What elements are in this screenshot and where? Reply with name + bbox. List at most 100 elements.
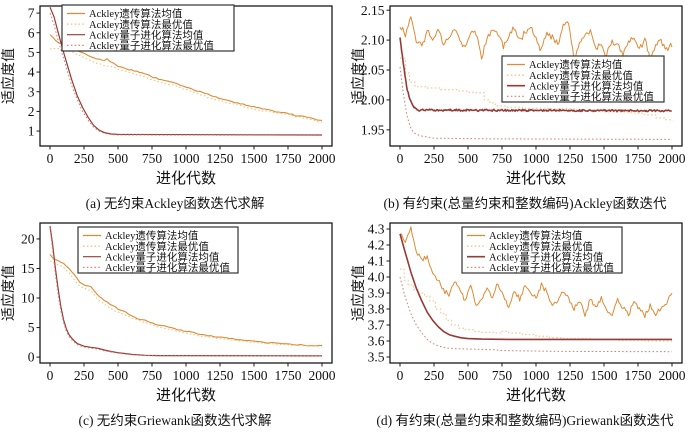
x-tick-label: 500 (108, 368, 129, 383)
series-qea_mean-line (399, 233, 672, 341)
y-tick-label: 4 (28, 65, 35, 80)
plot-b: 1.95 2.00 2.05 2.10 2.15 0 250 500 750 1000 1250 15… (350, 0, 700, 194)
legend-label: Ackley遗传算法最优值 (529, 69, 633, 82)
x-tick-label: 1500 (591, 151, 618, 166)
plot-c: 0 5 10 15 20 0 250 500 750 1000 1250 1500 1750 2000 进化… (0, 217, 350, 411)
x-tick-label: 0 (47, 368, 54, 383)
series-qea_mean-line (49, 225, 323, 357)
plot-svg-1: 1.95 2.00 2.05 2.10 2.15 0 250 500 750 1000 1250 15… (350, 3, 686, 187)
y-tick-label: 4.1 (368, 254, 385, 269)
y-axis-title: 适应度值 (350, 265, 367, 321)
x-tick-label: 1250 (557, 151, 584, 166)
x-tick-label: 750 (142, 151, 163, 166)
x-tick-label: 1000 (173, 151, 200, 166)
plot-d: 3.5 3.6 3.7 3.8 3.9 4.0 4.1 4.2 4.3 0 250 500 750 100… (350, 217, 700, 411)
y-tick-label: 6 (28, 25, 35, 40)
x-tick-label: 1250 (207, 368, 234, 383)
y-tick-label: 2.00 (361, 93, 385, 108)
x-tick-label: 0 (397, 151, 404, 166)
x-tick-label: 750 (142, 368, 163, 383)
y-tick-label: 2.15 (361, 3, 385, 18)
x-axis-ticks: 0 250 500 750 1000 1250 1500 1750 2000 (47, 146, 336, 166)
y-axis-title: 适应度值 (350, 48, 367, 104)
y-tick-label: 4.3 (368, 222, 385, 237)
legend-label: Ackley量子进化算法均值 (89, 28, 204, 41)
x-tick-label: 1750 (625, 368, 652, 383)
legend-label: Ackley量子进化算法最优值 (529, 90, 654, 103)
x-tick-label: 2000 (659, 151, 686, 166)
plot-svg-0: 1 2 3 4 5 6 7 0 250 500 750 1000 1250 1500 1750 2000 进化代… (0, 4, 336, 187)
series-ga_best-line (400, 268, 673, 342)
x-tick-label: 250 (424, 368, 445, 383)
x-tick-label: 500 (108, 151, 129, 166)
x-tick-label: 1000 (173, 368, 200, 383)
y-tick-label: 4.2 (368, 238, 385, 253)
x-axis-title: 进化代数 (156, 387, 216, 404)
x-tick-label: 1000 (523, 151, 550, 166)
legend-box: Ackley遗传算法均值Ackley遗传算法最优值Ackley量子进化算法均值A… (77, 226, 239, 274)
x-tick-label: 1500 (241, 151, 268, 166)
x-tick-label: 1500 (241, 368, 268, 383)
caption-c: (c) 无约束Griewank函数迭代求解 (78, 413, 272, 428)
x-tick-label: 250 (74, 151, 95, 166)
legend-label: Ackley遗传算法最优值 (105, 240, 209, 253)
series-qea_mean-line (49, 6, 323, 136)
x-axis-ticks: 0 250 500 750 1000 1250 1500 1750 2000 (397, 146, 686, 166)
legend-label: Ackley量子进化算法均值 (105, 250, 220, 263)
x-tick-label: 1750 (625, 151, 652, 166)
legend-box: Ackley遗传算法均值Ackley遗传算法最优值Ackley量子进化算法均值A… (461, 226, 623, 274)
y-tick-label: 3 (28, 84, 35, 99)
x-axis-ticks: 0 250 500 750 1000 1250 1500 1750 2000 (397, 363, 686, 383)
caption-b: (b) 有约束(总量约束和整数编码)Ackley函数迭代 (383, 196, 667, 211)
caption-d: (d) 有约束(总量约束和整数编码)Griewank函数迭代 (376, 413, 674, 428)
x-tick-label: 1750 (275, 151, 302, 166)
plot-svg-2: 0 5 10 15 20 0 250 500 750 1000 1250 1500 1750 2000 进化… (0, 222, 336, 404)
y-tick-label: 5 (28, 45, 35, 60)
y-tick-label: 3.5 (368, 350, 385, 365)
legend-frame (501, 55, 665, 103)
chart-panel-d: 3.5 3.6 3.7 3.8 3.9 4.0 4.1 4.2 4.3 0 250 500 750 100… (350, 217, 700, 434)
legend-label: Ackley遗传算法均值 (89, 7, 183, 20)
x-tick-label: 250 (424, 151, 445, 166)
x-tick-label: 1750 (275, 368, 302, 383)
series-ga_mean-line (399, 16, 673, 64)
legend-box: Ackley遗传算法均值Ackley遗传算法最优值Ackley量子进化算法均值A… (501, 55, 665, 103)
legend-label: Ackley遗传算法均值 (529, 58, 623, 71)
y-axis-title: 适应度值 (0, 48, 17, 104)
x-tick-label: 0 (47, 151, 54, 166)
y-tick-label: 4.0 (368, 270, 385, 285)
series-ga_best-line (49, 260, 322, 348)
x-axis-title: 进化代数 (156, 170, 216, 187)
y-tick-label: 20 (21, 232, 35, 247)
x-tick-label: 500 (458, 151, 479, 166)
x-tick-label: 250 (74, 368, 95, 383)
y-tick-label: 2 (28, 104, 35, 119)
legend-label: Ackley遗传算法均值 (105, 229, 199, 242)
y-tick-label: 1.95 (361, 122, 385, 137)
y-axis-ticks: 0 5 10 15 20 (21, 232, 40, 365)
chart-panel-b: 1.95 2.00 2.05 2.10 2.15 0 250 500 750 1000 1250 15… (350, 0, 700, 217)
x-tick-label: 2000 (309, 368, 336, 383)
legend-label: Ackley遗传算法最优值 (89, 18, 193, 31)
legend-label: Ackley量子进化算法最优值 (105, 261, 230, 274)
y-tick-label: 0 (28, 350, 35, 365)
y-axis-ticks: 1.95 2.00 2.05 2.10 2.15 (361, 3, 390, 137)
x-tick-label: 2000 (659, 368, 686, 383)
series-qea_best-line (399, 276, 673, 353)
x-tick-label: 1000 (523, 368, 550, 383)
y-axis-ticks: 3.53.63.73.83.94.04.14.24.3 (368, 222, 390, 365)
x-tick-label: 0 (397, 368, 404, 383)
legend-label: Ackley量子进化算法均值 (529, 79, 644, 92)
legend-label: Ackley遗传算法均值 (489, 229, 583, 242)
y-tick-label: 2.05 (361, 63, 385, 78)
plot-a: 1 2 3 4 5 6 7 0 250 500 750 1000 1250 1500 1750 2000 进化代… (0, 0, 350, 194)
series-ga_mean-line (49, 254, 323, 347)
chart-panel-a: 1 2 3 4 5 6 7 0 250 500 750 1000 1250 1500 1750 2000 进化代… (0, 0, 350, 217)
x-tick-label: 750 (492, 151, 513, 166)
y-axis-title: 适应度值 (0, 265, 17, 321)
x-tick-label: 500 (458, 368, 479, 383)
legend-label: Ackley量子进化算法最优值 (489, 261, 614, 274)
y-tick-label: 3.7 (368, 318, 385, 333)
legend-box: Ackley遗传算法均值Ackley遗传算法最优值Ackley量子进化算法均值A… (61, 4, 235, 52)
